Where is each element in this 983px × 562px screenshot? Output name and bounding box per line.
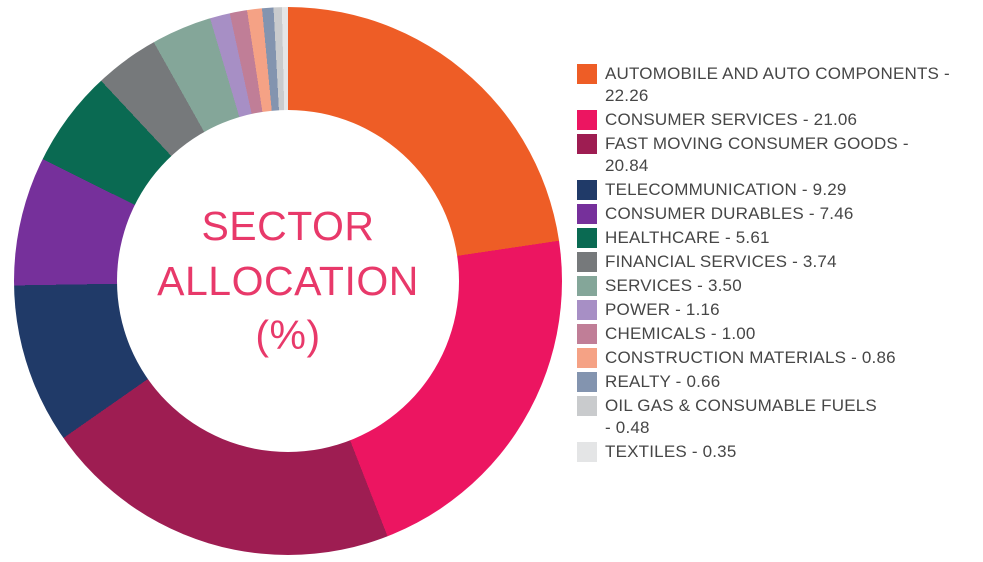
legend-item: CONSTRUCTION MATERIALS - 0.86 [577, 347, 969, 369]
legend-swatch [577, 180, 597, 200]
legend-item-label: REALTY - 0.66 [605, 372, 721, 391]
legend-swatch [577, 442, 597, 462]
legend-swatch [577, 228, 597, 248]
legend-item-label: OIL GAS & CONSUMABLE FUELS - 0.48 [605, 396, 877, 437]
legend-item: CHEMICALS - 1.00 [577, 323, 969, 345]
legend-item-label: AUTOMOBILE AND AUTO COMPONENTS - 22.26 [605, 64, 950, 105]
chart-legend: AUTOMOBILE AND AUTO COMPONENTS - 22.26 C… [577, 63, 969, 465]
legend-item-label: CONSUMER SERVICES - 21.06 [605, 110, 858, 129]
legend-item-label: POWER - 1.16 [605, 300, 720, 319]
legend-item: CONSUMER DURABLES - 7.46 [577, 203, 969, 225]
legend-item-label: TELECOMMUNICATION - 9.29 [605, 180, 847, 199]
legend-item-label: CONSTRUCTION MATERIALS - 0.86 [605, 348, 896, 367]
legend-item: FINANCIAL SERVICES - 3.74 [577, 251, 969, 273]
legend-item-label: CHEMICALS - 1.00 [605, 324, 756, 343]
legend-item: AUTOMOBILE AND AUTO COMPONENTS - 22.26 [577, 63, 969, 107]
legend-swatch [577, 372, 597, 392]
legend-item: SERVICES - 3.50 [577, 275, 969, 297]
legend-swatch [577, 276, 597, 296]
legend-item-label: TEXTILES - 0.35 [605, 442, 737, 461]
legend-swatch [577, 110, 597, 130]
legend-swatch [577, 396, 597, 416]
legend-item-label: CONSUMER DURABLES - 7.46 [605, 204, 854, 223]
legend-item: FAST MOVING CONSUMER GOODS - 20.84 [577, 133, 969, 177]
legend-swatch [577, 134, 597, 154]
legend-swatch [577, 252, 597, 272]
legend-item: TEXTILES - 0.35 [577, 441, 969, 463]
legend-item-label: SERVICES - 3.50 [605, 276, 742, 295]
legend-swatch [577, 348, 597, 368]
legend-item-label: HEALTHCARE - 5.61 [605, 228, 770, 247]
legend-item-label: FINANCIAL SERVICES - 3.74 [605, 252, 837, 271]
legend-item: POWER - 1.16 [577, 299, 969, 321]
legend-swatch [577, 204, 597, 224]
donut-hole: SECTOR ALLOCATION (%) [117, 110, 459, 452]
legend-item: TELECOMMUNICATION - 9.29 [577, 179, 969, 201]
donut-chart: SECTOR ALLOCATION (%) [14, 7, 562, 555]
legend-item: OIL GAS & CONSUMABLE FUELS - 0.48 [577, 395, 969, 439]
legend-item: HEALTHCARE - 5.61 [577, 227, 969, 249]
legend-swatch [577, 300, 597, 320]
legend-item: REALTY - 0.66 [577, 371, 969, 393]
legend-swatch [577, 324, 597, 344]
legend-swatch [577, 64, 597, 84]
legend-item: CONSUMER SERVICES - 21.06 [577, 109, 969, 131]
legend-item-label: FAST MOVING CONSUMER GOODS - 20.84 [605, 134, 909, 175]
chart-title: SECTOR ALLOCATION (%) [157, 203, 419, 359]
